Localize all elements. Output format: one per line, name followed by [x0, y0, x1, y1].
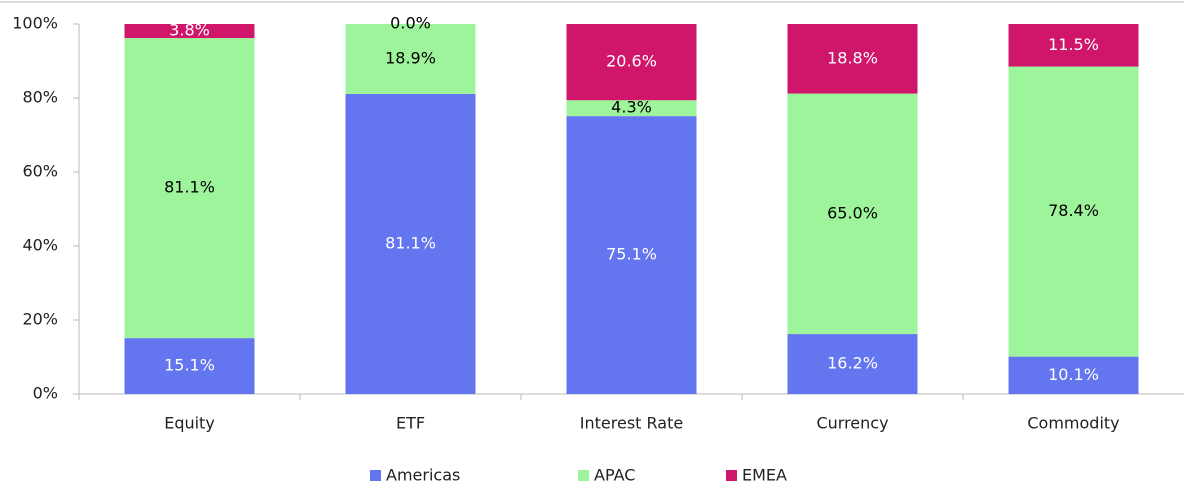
x-tick-label: Interest Rate — [580, 414, 683, 433]
value-label: 15.1% — [164, 356, 215, 375]
bar-segment — [1008, 356, 1139, 394]
value-label: 20.6% — [606, 52, 657, 71]
value-label: 81.1% — [385, 233, 436, 252]
y-tick-label: 20% — [22, 310, 58, 329]
x-tick-label: Equity — [164, 414, 215, 433]
x-tick-label: Currency — [816, 414, 888, 433]
value-label: 18.9% — [385, 48, 436, 67]
y-tick-label: 40% — [22, 236, 58, 255]
bar-segment — [124, 38, 255, 339]
value-label: 65.0% — [827, 203, 878, 222]
value-label: 3.8% — [169, 21, 210, 40]
bar-segment — [566, 116, 697, 394]
value-label: 4.3% — [611, 98, 652, 117]
bar-segment — [787, 334, 918, 394]
y-tick-label: 0% — [33, 384, 58, 403]
y-tick-label: 80% — [22, 88, 58, 107]
value-label: 81.1% — [164, 178, 215, 197]
legend-label: APAC — [594, 466, 635, 485]
bar-segment — [566, 24, 697, 101]
x-tick-label: Commodity — [1027, 414, 1119, 433]
bar-segment — [1008, 66, 1139, 357]
legend-swatch — [578, 470, 589, 481]
value-label: 75.1% — [606, 245, 657, 264]
bar-segment — [345, 93, 476, 395]
bar-segment — [124, 338, 255, 394]
y-tick-label: 60% — [22, 162, 58, 181]
bar-segment — [787, 24, 918, 94]
legend-swatch — [370, 470, 381, 481]
bar-segment — [566, 100, 697, 117]
value-label: 18.8% — [827, 48, 878, 67]
bar-segment — [345, 24, 476, 94]
legend-label: EMEA — [742, 466, 787, 485]
value-label: 78.4% — [1048, 201, 1099, 220]
value-label: 16.2% — [827, 354, 878, 373]
value-label: 0.0% — [390, 14, 431, 33]
y-tick-label: 100% — [12, 14, 58, 33]
legend-swatch — [726, 470, 737, 481]
bar-segment — [787, 93, 918, 335]
value-label: 10.1% — [1048, 365, 1099, 384]
legend-label: Americas — [386, 466, 460, 485]
x-tick-label: ETF — [396, 414, 425, 433]
bar-segment — [124, 24, 255, 39]
value-label: 11.5% — [1048, 35, 1099, 54]
bar-segment — [1008, 24, 1139, 67]
